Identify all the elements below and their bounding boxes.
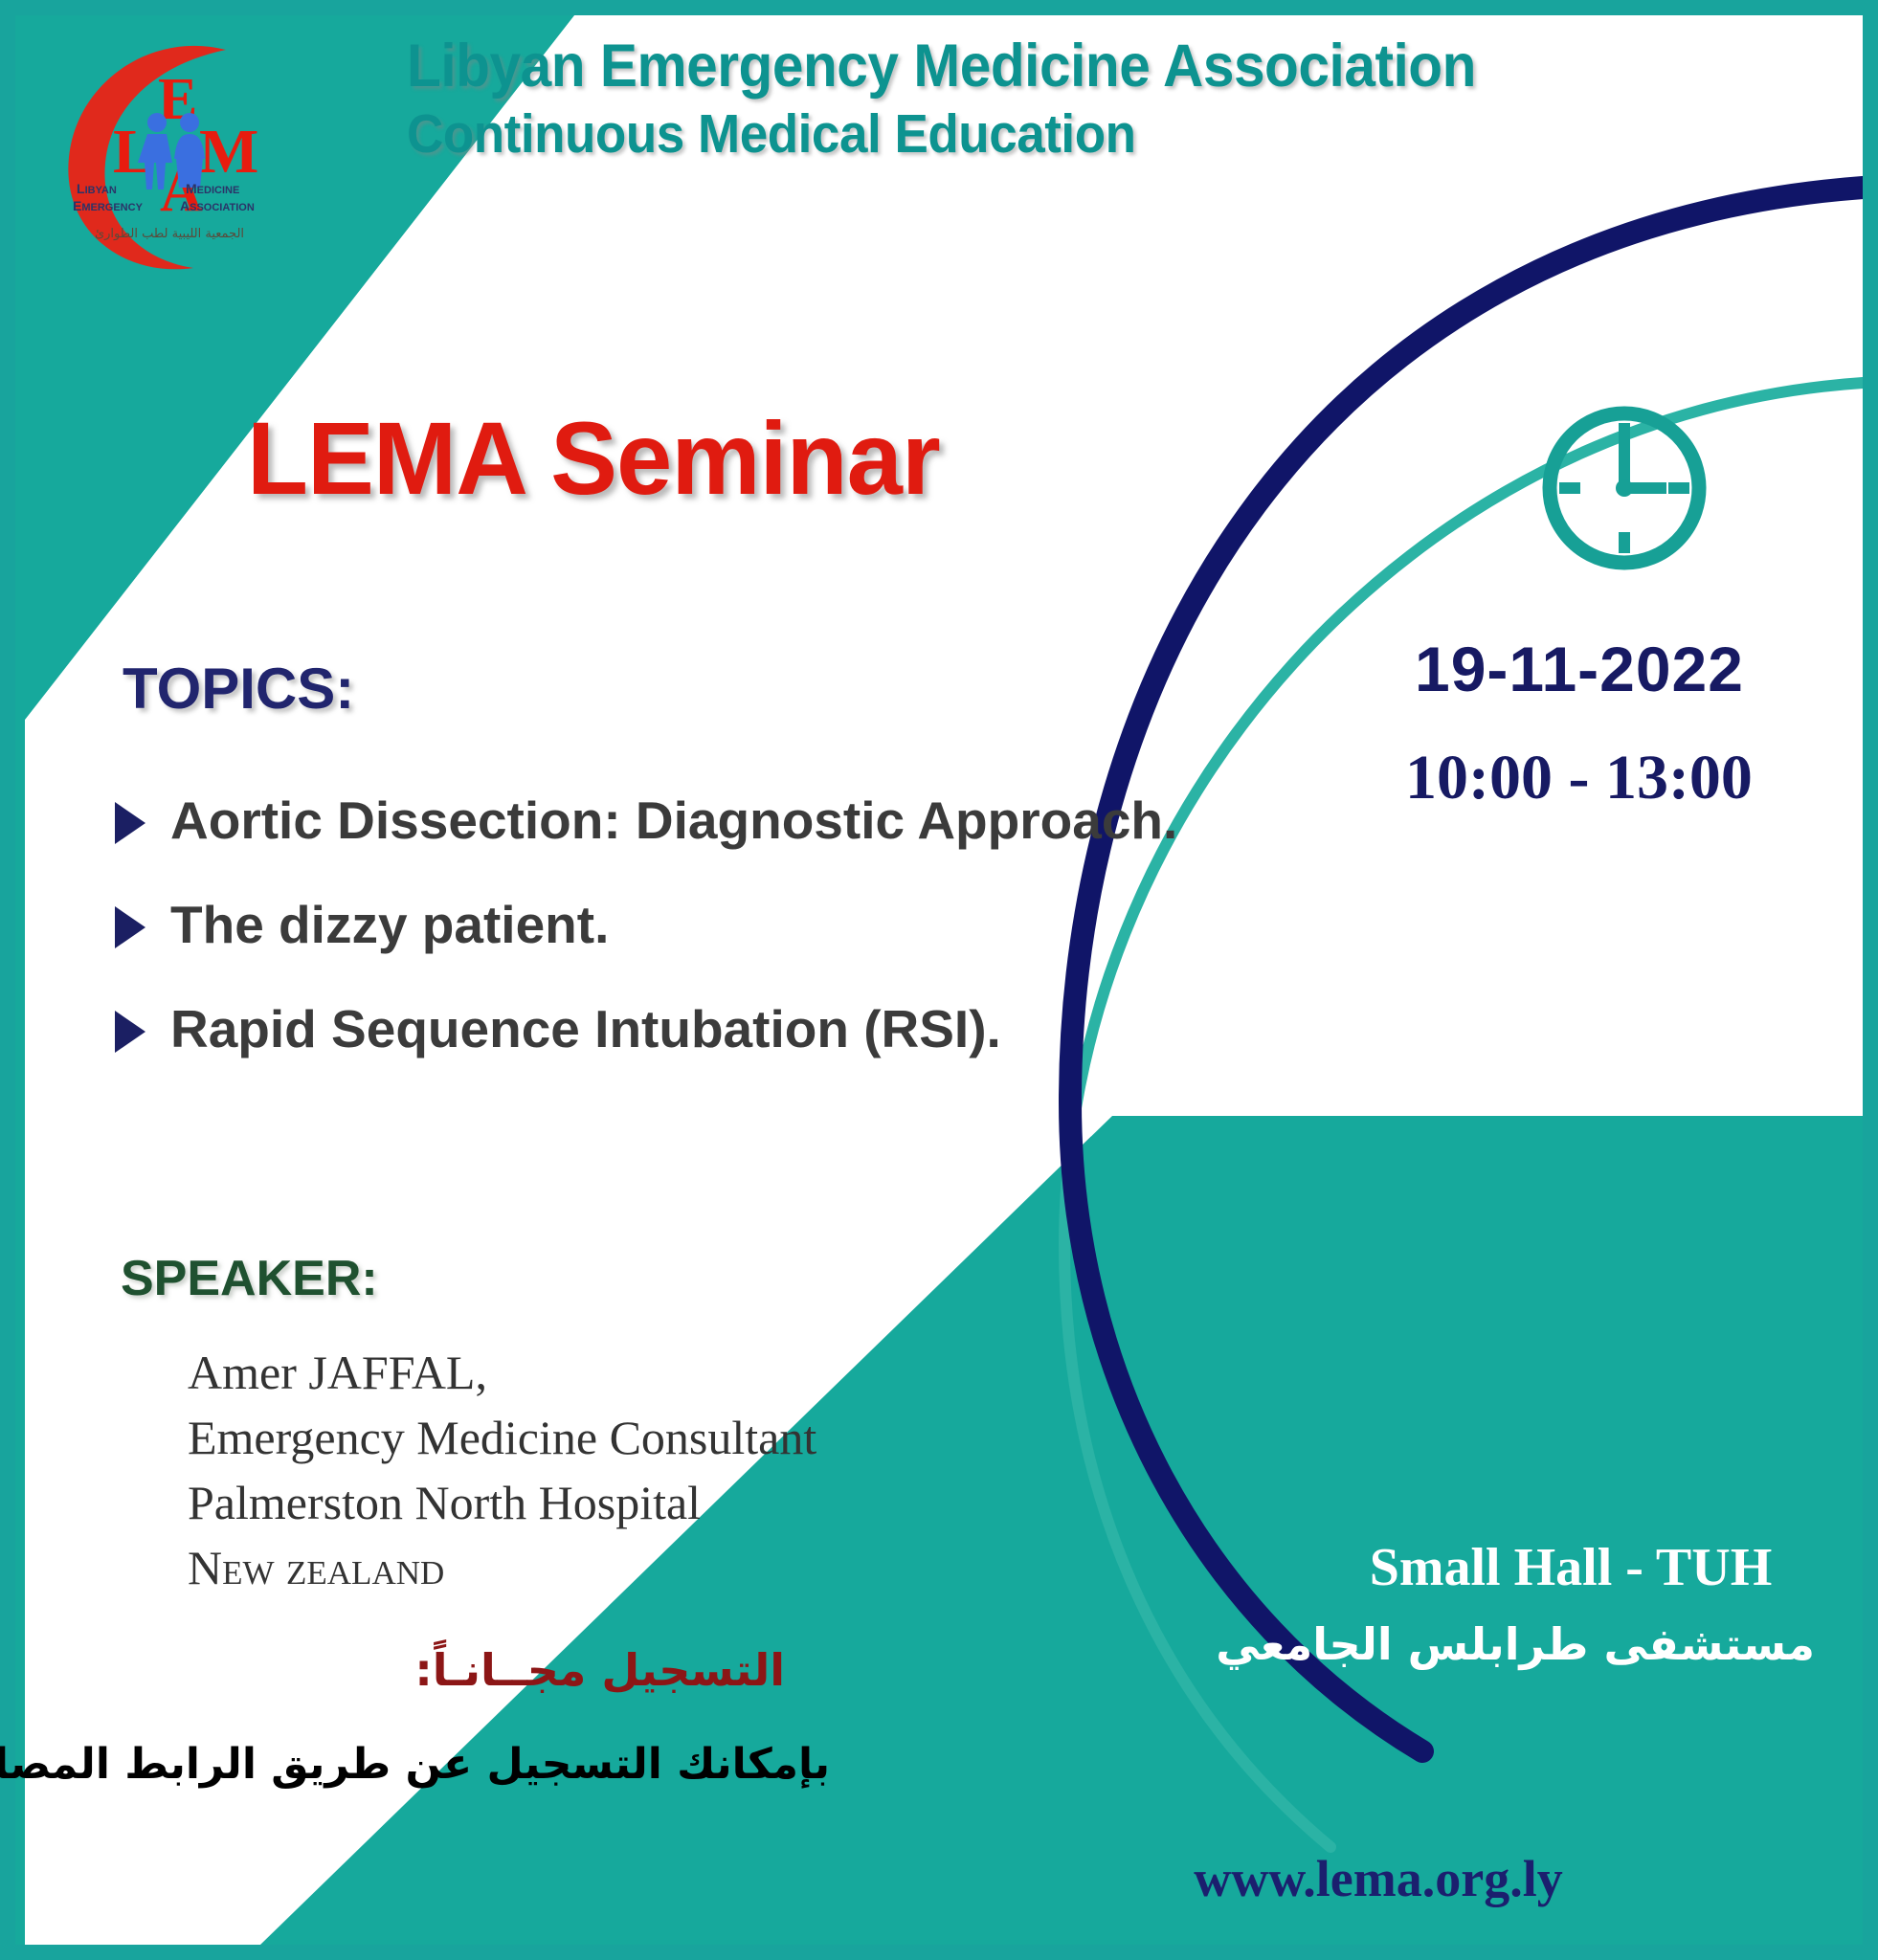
svg-text:M: M [199, 117, 258, 187]
clock-icon [1533, 397, 1715, 579]
website-link[interactable]: www.lema.org.ly [1194, 1850, 1563, 1907]
svg-text:LIBYAN: LIBYAN [77, 181, 117, 196]
triangle-bullet-icon [115, 905, 145, 948]
cme-subtitle: Continuous Medical Education [407, 102, 1136, 165]
list-item: Rapid Sequence Intubation (RSI). [115, 1003, 1196, 1056]
page-title: LEMA Seminar [247, 400, 941, 516]
triangle-bullet-icon [115, 801, 145, 844]
speaker-name: Amer JAFFAL, [188, 1346, 487, 1399]
svg-text:EMERGENCY: EMERGENCY [73, 198, 144, 213]
venue-arabic: مستشفى طرابلس الجامعي [1216, 1618, 1815, 1670]
couple-pictogram-icon [138, 113, 205, 189]
svg-text:MEDICINE: MEDICINE [186, 181, 239, 196]
speaker-role: Emergency Medicine Consultant [188, 1411, 817, 1464]
topics-heading: TOPICS: [123, 657, 355, 721]
venue-english: Small Hall - TUH [1369, 1538, 1773, 1597]
speaker-hospital: Palmerston North Hospital [188, 1476, 702, 1529]
speaker-heading: SPEAKER: [121, 1251, 378, 1306]
registration-title: التسجيل مجــانـاً: [414, 1644, 785, 1696]
header-block: Libyan Emergency Medicine Association Co… [407, 33, 1476, 166]
topics-list: Aortic Dissection: Diagnostic Approach. … [115, 794, 1196, 1107]
list-item: The dizzy patient. [115, 899, 1196, 951]
list-item: Aortic Dissection: Diagnostic Approach. [115, 794, 1196, 847]
speaker-details: Amer JAFFAL, Emergency Medicine Consulta… [188, 1340, 816, 1600]
speaker-country: New Zealand [188, 1541, 445, 1594]
registration-instructions: بإمكانك التسجيل عن طريق الرابط المصاحب ل… [0, 1740, 830, 1789]
lema-logo: L E M A LIBYAN EMERGENCY MEDICINE ASSOCI… [38, 27, 302, 280]
event-time: 10:00 - 13:00 [1405, 743, 1753, 813]
topic-label: The dizzy patient. [170, 895, 610, 954]
triangle-bullet-icon [115, 1010, 145, 1053]
topic-label: Rapid Sequence Intubation (RSI). [170, 999, 1001, 1058]
red-crescent-icon [68, 45, 226, 270]
event-date: 19-11-2022 [1415, 634, 1744, 704]
topic-label: Aortic Dissection: Diagnostic Approach. [170, 791, 1178, 850]
svg-text:الجمعية الليبية لطب الطوارئ: الجمعية الليبية لطب الطوارئ [95, 227, 244, 241]
association-name: Libyan Emergency Medicine Association [407, 33, 1476, 100]
svg-text:ASSOCIATION: ASSOCIATION [180, 198, 255, 213]
